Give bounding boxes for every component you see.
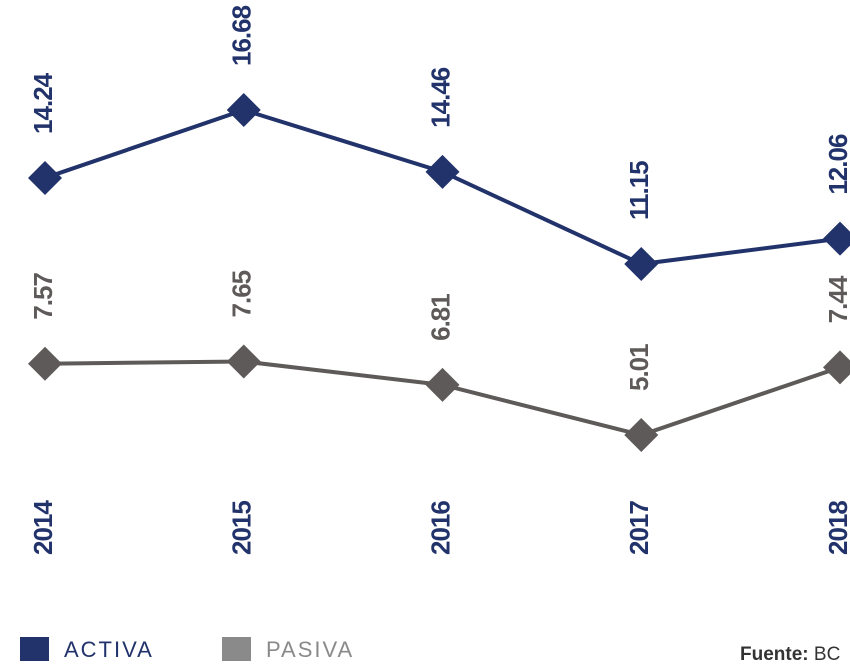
data-label: 11.15 <box>624 161 654 220</box>
legend-swatch <box>20 637 49 661</box>
marker <box>624 247 659 282</box>
marker <box>823 350 850 385</box>
data-label: 14.24 <box>28 72 58 134</box>
data-label: 16.68 <box>227 5 257 66</box>
x-tick-label: 2016 <box>425 501 455 555</box>
x-tick-label: 2015 <box>227 501 257 555</box>
legend-label: ACTIVA <box>64 637 154 662</box>
marker <box>226 344 261 379</box>
marker <box>28 160 62 195</box>
data-label: 12.06 <box>823 134 850 195</box>
data-label: 7.57 <box>28 273 58 320</box>
data-label: 14.46 <box>425 67 455 128</box>
x-tick-label: 2017 <box>624 501 654 555</box>
data-label: 6.81 <box>425 294 455 341</box>
marker <box>425 154 460 189</box>
x-tick-label: 2018 <box>823 501 850 555</box>
data-label: 5.01 <box>624 344 654 391</box>
source-label: Fuente: <box>740 644 809 665</box>
x-tick-label: 2014 <box>28 500 58 555</box>
legend-label: PASIVA <box>266 637 354 662</box>
data-label: 7.44 <box>823 275 850 323</box>
marker <box>425 367 460 402</box>
legend-swatch <box>222 637 251 661</box>
marker <box>226 93 261 127</box>
marker <box>823 221 850 256</box>
source-text: BC <box>814 644 840 665</box>
marker <box>28 346 62 381</box>
data-label: 7.65 <box>227 270 257 317</box>
source: Fuente: BC <box>740 644 840 665</box>
marker <box>624 418 659 452</box>
